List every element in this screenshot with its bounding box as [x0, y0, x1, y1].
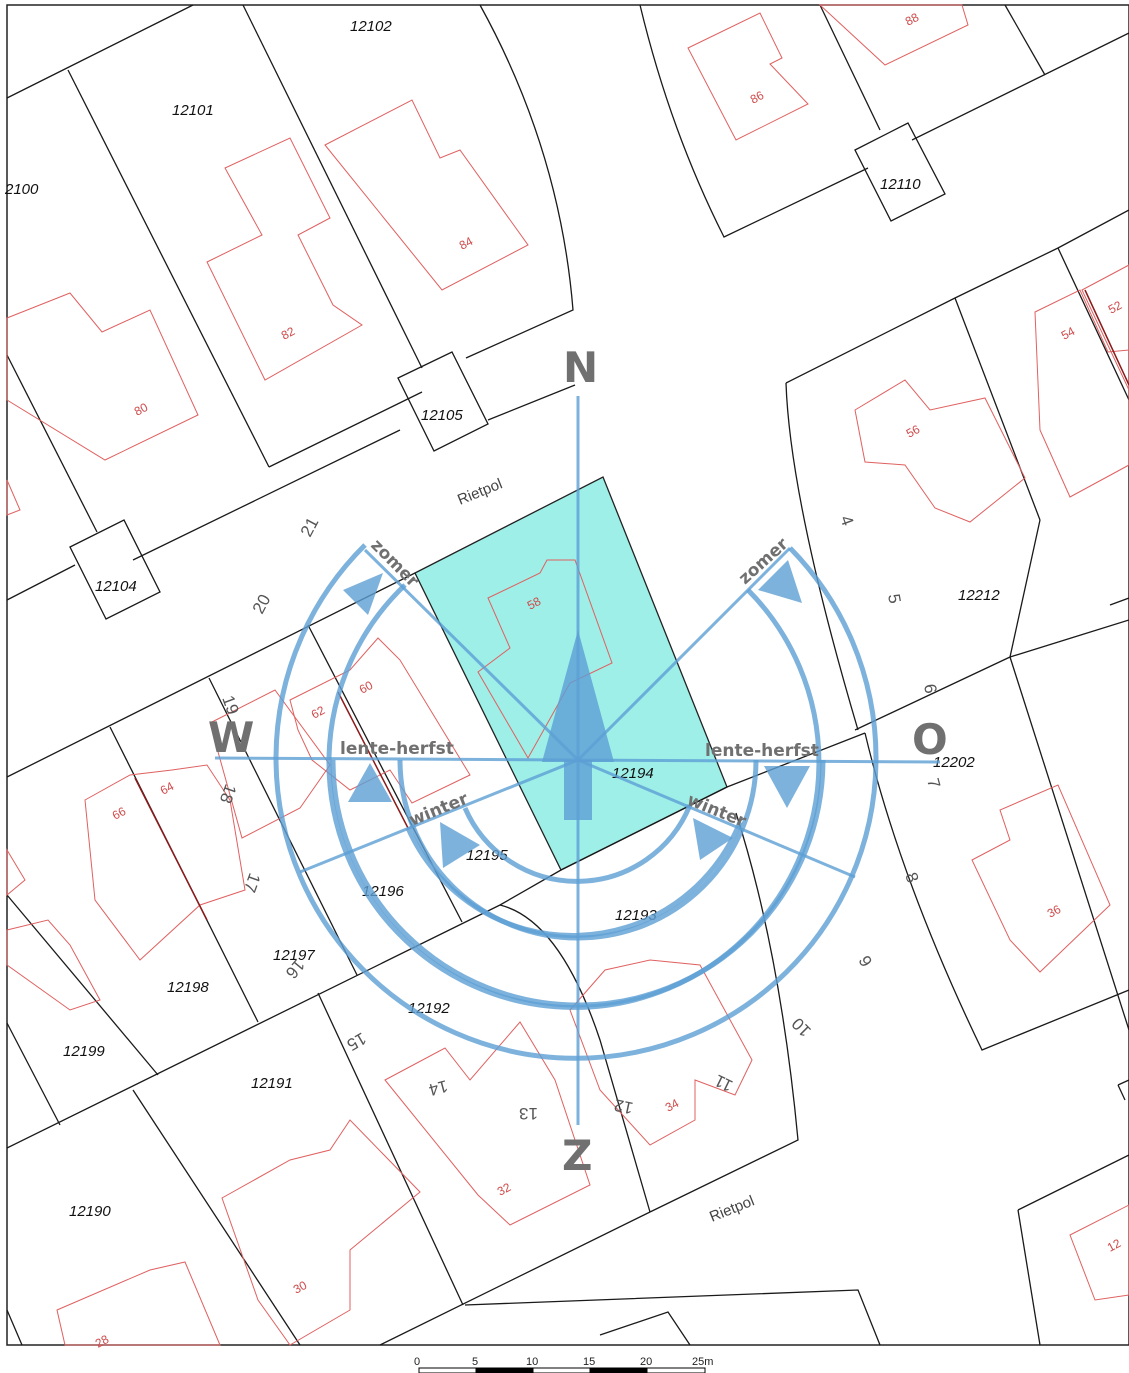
parcel-label: 12199 [63, 1043, 105, 1060]
winter-ray-east [577, 758, 856, 879]
scale-tick-label: 20 [640, 1356, 652, 1368]
parcel-label: 12190 [69, 1203, 111, 1220]
north-arrow-icon [542, 630, 614, 762]
summer-arrow-west [343, 573, 383, 615]
scale-bar: 0 5 10 15 20 25m [414, 1356, 713, 1373]
equinox-arc-inner [397, 759, 759, 941]
house-number: 62 [309, 703, 328, 722]
house-number: 32 [495, 1180, 514, 1199]
parcel-label: 12194 [612, 765, 654, 782]
parcel-label: 12102 [350, 18, 392, 35]
street-number: 14 [427, 1076, 450, 1099]
house-number: 60 [357, 678, 376, 697]
summer-arc-outer [273, 543, 879, 1061]
street-number: 13 [519, 1104, 538, 1123]
summer-ray-east [576, 546, 792, 762]
house-number: 64 [158, 779, 177, 798]
parcel-label: 12110 [880, 176, 921, 193]
street-number: 12 [612, 1095, 634, 1118]
winter-arrow-east [693, 818, 733, 860]
house-number: 56 [904, 422, 923, 441]
house-numbers: 88 86 84 82 80 58 60 62 64 66 56 54 52 3… [93, 10, 1125, 1351]
parcel-label: 12104 [95, 578, 137, 595]
house-number: 12 [1105, 1236, 1124, 1255]
scale-segment [646, 1367, 706, 1373]
house-number: 52 [1106, 298, 1125, 317]
parcel-label: 2100 [4, 181, 39, 198]
compass-north: N [563, 343, 598, 392]
scale-segment [475, 1367, 534, 1373]
parcel-label: 12191 [251, 1075, 293, 1092]
scale-segment [418, 1367, 477, 1373]
house-number: 54 [1059, 324, 1078, 343]
parcel-label: 12101 [172, 102, 214, 119]
scale-tick-label: 0 [414, 1356, 420, 1368]
equinox-arrow-east [764, 766, 810, 808]
summer-arrow-east [758, 560, 802, 603]
house-number: 80 [132, 400, 151, 419]
house-number: 88 [903, 10, 922, 29]
scale-segment [589, 1367, 648, 1373]
parcel-label: 12197 [273, 947, 315, 964]
house-number: 30 [291, 1278, 310, 1297]
street-number: 5 [884, 592, 904, 605]
house-number: 86 [748, 88, 767, 107]
house-number: 28 [93, 1332, 112, 1351]
sun-path-diagram: N Z W O zomer zomer lente-herfst lente-h… [208, 343, 948, 1180]
equinox-arrow-west [348, 763, 392, 802]
equinox-arc-outer [330, 759, 826, 1008]
house-number: 82 [279, 324, 298, 343]
season-label-equinox: lente-herfst [705, 741, 819, 761]
scale-tick-label: 5 [472, 1356, 478, 1368]
house-number: 36 [1045, 902, 1064, 921]
scale-tick-label: 10 [526, 1356, 538, 1368]
house-number: 58 [525, 594, 544, 613]
scale-tick-label: 15 [583, 1356, 595, 1368]
winter-arc-inner [462, 804, 693, 884]
house-number: 84 [457, 234, 476, 253]
parcel-label: 12212 [958, 587, 1000, 604]
street-number: 6 [920, 682, 940, 695]
summer-ray-west [363, 548, 580, 762]
parcel-label: 12202 [933, 754, 975, 771]
parcel-boundaries [6, 4, 1129, 1346]
scale-tick-label: 25m [692, 1356, 713, 1368]
winter-arc-outer [405, 821, 743, 938]
parcel-label: 12198 [167, 979, 209, 996]
house-number: 66 [110, 804, 129, 823]
season-label-equinox: lente-herfst [340, 739, 454, 759]
parcel-label: 12105 [421, 407, 463, 424]
compass-south: Z [562, 1131, 592, 1180]
compass-west: W [208, 713, 254, 762]
building-outlines [6, 4, 1129, 1346]
house-number: 34 [663, 1096, 682, 1115]
compass-east: O [912, 715, 948, 764]
north-arrow-stem [564, 760, 592, 820]
scale-segment [532, 1367, 591, 1373]
winter-arrow-west [440, 822, 480, 868]
